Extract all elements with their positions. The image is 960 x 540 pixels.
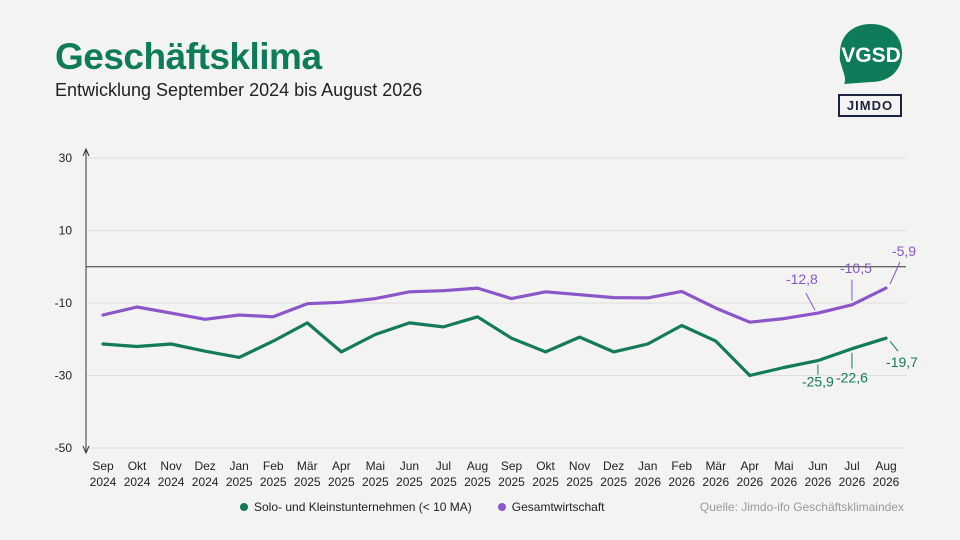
x-tick-label-month: Jun: [808, 459, 827, 473]
x-tick-label-year: 2026: [634, 475, 661, 489]
x-tick-label-month: Apr: [332, 459, 351, 473]
x-tick-label-month: Dez: [603, 459, 624, 473]
data-label-leader: [805, 292, 816, 311]
x-tick-label-year: 2025: [328, 475, 355, 489]
x-tick-label-year: 2024: [124, 475, 151, 489]
x-tick-label-year: 2025: [566, 475, 593, 489]
x-tick-label-year: 2025: [260, 475, 287, 489]
x-tick-label-month: Dez: [194, 459, 215, 473]
x-tick-label-month: Jun: [400, 459, 419, 473]
x-tick-label-month: Apr: [740, 459, 759, 473]
data-label-gesamt: -5,9: [892, 243, 916, 259]
x-tick-label-year: 2025: [396, 475, 423, 489]
x-tick-label-month: Mai: [366, 459, 385, 473]
data-label-solo: -19,7: [886, 354, 918, 370]
x-tick-label-year: 2024: [158, 475, 185, 489]
data-label-leader: [889, 261, 901, 285]
x-tick-label-year: 2025: [294, 475, 321, 489]
x-tick-label-month: Aug: [875, 459, 896, 473]
x-tick-label-year: 2024: [90, 475, 117, 489]
y-tick-label: -10: [55, 296, 73, 310]
series-line-solo: [101, 315, 888, 378]
series-line-gesamt: [101, 286, 888, 324]
data-label-leader: [889, 340, 899, 352]
data-label-gesamt: -12,8: [786, 271, 818, 287]
x-tick-label-month: Sep: [501, 459, 523, 473]
y-axis-arrow-up: [82, 147, 90, 157]
x-tick-label-year: 2026: [771, 475, 798, 489]
x-tick-label-year: 2025: [498, 475, 525, 489]
vgsd-logo: VGSD: [839, 24, 902, 84]
legend-label-gesamt: Gesamtwirtschaft: [511, 500, 605, 514]
x-tick-label-month: Jan: [638, 459, 657, 473]
x-tick-label-year: 2026: [668, 475, 695, 489]
chart-title: Geschäftsklima: [55, 36, 322, 77]
x-tick-label-year: 2026: [839, 475, 866, 489]
y-tick-label: -50: [55, 441, 73, 455]
vgsd-logo-text: VGSD: [841, 44, 901, 67]
y-tick-label: 10: [59, 224, 73, 238]
x-tick-label-month: Sep: [92, 459, 114, 473]
x-tick-label-year: 2025: [226, 475, 253, 489]
x-tick-label-month: Okt: [536, 459, 555, 473]
x-tick-label-year: 2026: [736, 475, 763, 489]
x-tick-label-year: 2026: [702, 475, 729, 489]
chart-subtitle: Entwicklung September 2024 bis August 20…: [55, 80, 423, 100]
jimdo-logo-text: JIMDO: [846, 98, 894, 113]
x-tick-label-year: 2024: [192, 475, 219, 489]
chart-legend: Solo- und Kleinstunternehmen (< 10 MA) G…: [240, 500, 631, 514]
x-tick-label-month: Mai: [774, 459, 793, 473]
y-axis-arrow-down: [82, 445, 90, 455]
source-note: Quelle: Jimdo-ifo Geschäftsklimaindex: [699, 500, 904, 514]
x-tick-label-year: 2026: [873, 475, 900, 489]
x-tick-label-year: 2025: [362, 475, 389, 489]
legend-item-solo: Solo- und Kleinstunternehmen (< 10 MA): [240, 500, 472, 514]
legend-item-gesamt: Gesamtwirtschaft: [497, 500, 605, 514]
x-tick-label-month: Feb: [263, 459, 284, 473]
x-tick-label-year: 2025: [532, 475, 559, 489]
x-tick-label-month: Nov: [569, 459, 590, 473]
x-tick-label-month: Mär: [705, 459, 726, 473]
x-tick-label-month: Okt: [128, 459, 147, 473]
data-label-solo: -22,6: [836, 370, 868, 386]
x-tick-label-year: 2026: [805, 475, 832, 489]
legend-marker-solo: [240, 503, 248, 511]
x-tick-label-month: Mär: [297, 459, 318, 473]
data-label-solo: -25,9: [802, 374, 834, 390]
data-label-gesamt: -10,5: [840, 260, 872, 276]
x-tick-label-year: 2025: [600, 475, 627, 489]
x-tick-label-month: Jul: [844, 459, 859, 473]
x-tick-label-month: Jul: [436, 459, 451, 473]
x-tick-label-month: Feb: [671, 459, 692, 473]
legend-label-solo: Solo- und Kleinstunternehmen (< 10 MA): [254, 500, 472, 514]
x-tick-label-year: 2025: [464, 475, 491, 489]
x-tick-label-month: Nov: [160, 459, 181, 473]
y-tick-label: 30: [59, 151, 73, 165]
jimdo-logo: JIMDO: [838, 94, 902, 117]
x-tick-label-year: 2025: [430, 475, 457, 489]
x-tick-label-month: Aug: [467, 459, 488, 473]
x-tick-label-month: Jan: [229, 459, 248, 473]
legend-marker-gesamt: [497, 503, 506, 511]
y-tick-label: -30: [55, 369, 73, 383]
